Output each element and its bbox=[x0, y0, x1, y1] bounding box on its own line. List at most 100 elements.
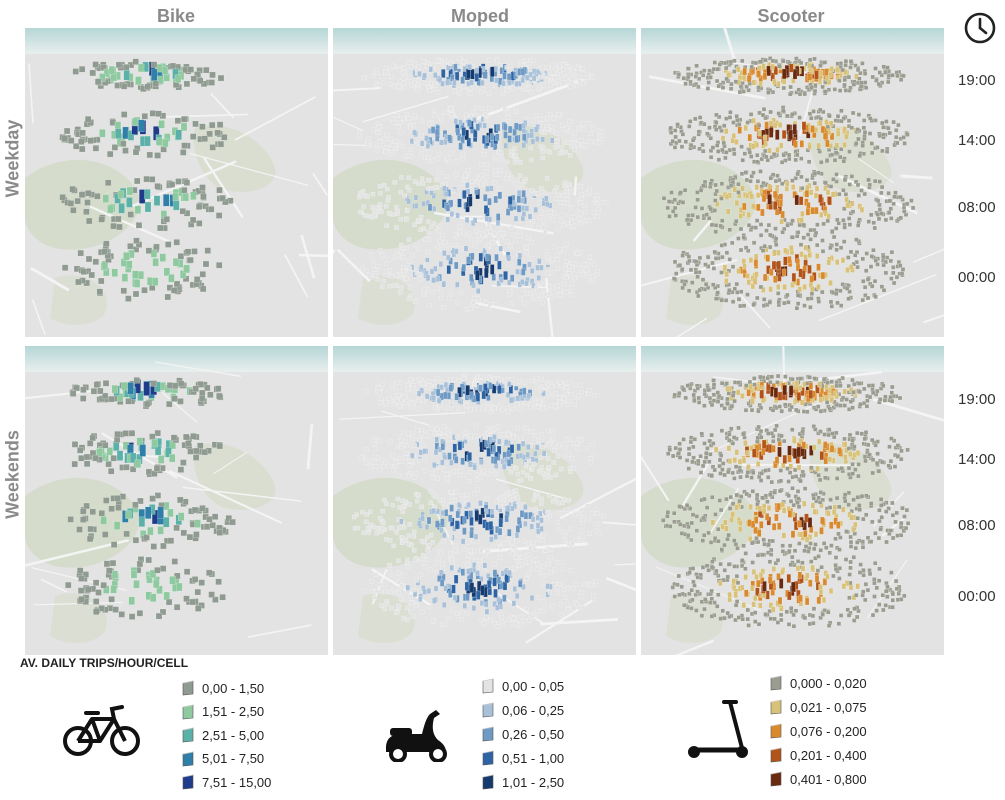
data-cell bbox=[529, 566, 534, 571]
data-cell bbox=[216, 186, 223, 194]
data-cell bbox=[597, 140, 602, 146]
data-cell bbox=[720, 254, 725, 260]
data-cell bbox=[424, 523, 430, 530]
data-cell bbox=[722, 406, 727, 411]
data-cell bbox=[441, 602, 447, 608]
data-cell bbox=[506, 569, 512, 576]
data-cell bbox=[170, 434, 178, 441]
data-cell bbox=[845, 267, 850, 274]
data-cell bbox=[556, 501, 561, 506]
data-cell bbox=[513, 555, 519, 560]
data-cell bbox=[435, 275, 441, 282]
data-cell bbox=[191, 576, 199, 583]
data-cell bbox=[400, 573, 406, 578]
data-cell bbox=[419, 504, 424, 510]
data-cell bbox=[453, 548, 458, 554]
data-cell bbox=[824, 118, 829, 125]
data-cell bbox=[135, 76, 142, 85]
data-cell bbox=[528, 71, 533, 78]
data-cell bbox=[568, 84, 573, 89]
data-cell bbox=[579, 389, 584, 395]
road bbox=[900, 174, 933, 180]
data-cell bbox=[372, 454, 377, 459]
data-cell bbox=[828, 299, 834, 305]
data-cell bbox=[531, 288, 536, 294]
data-cell bbox=[597, 530, 602, 536]
data-cell bbox=[209, 521, 216, 529]
data-cell bbox=[486, 400, 491, 405]
data-cell bbox=[711, 398, 717, 403]
data-cell bbox=[838, 146, 844, 152]
data-cell bbox=[92, 608, 100, 615]
data-cell bbox=[419, 264, 424, 271]
data-cell bbox=[790, 235, 795, 240]
data-cell bbox=[189, 216, 197, 224]
data-cell bbox=[192, 454, 200, 461]
data-cell bbox=[550, 285, 555, 290]
data-cell bbox=[215, 261, 223, 269]
data-cell bbox=[405, 605, 410, 610]
road bbox=[723, 28, 738, 66]
data-cell bbox=[869, 283, 875, 289]
data-cell bbox=[85, 189, 92, 197]
data-cell bbox=[354, 512, 359, 517]
data-cell bbox=[380, 508, 385, 514]
data-cell bbox=[799, 186, 805, 191]
data-cell bbox=[887, 130, 893, 136]
data-cell bbox=[92, 579, 100, 586]
data-cell bbox=[556, 83, 562, 88]
data-cell bbox=[524, 429, 529, 434]
sky-band bbox=[641, 28, 944, 54]
data-cell bbox=[171, 395, 178, 402]
data-cell bbox=[466, 479, 472, 484]
data-cell bbox=[150, 543, 158, 550]
data-cell bbox=[759, 389, 765, 399]
data-cell bbox=[470, 252, 475, 261]
data-cell bbox=[761, 107, 767, 112]
data-cell bbox=[881, 383, 886, 389]
data-cell bbox=[580, 121, 585, 127]
data-cell bbox=[504, 574, 510, 584]
data-cell bbox=[396, 558, 401, 563]
data-cell bbox=[367, 459, 372, 464]
data-cell bbox=[568, 469, 573, 474]
data-cell bbox=[391, 467, 396, 473]
data-cell bbox=[756, 85, 761, 90]
data-cell bbox=[78, 191, 86, 199]
data-cell bbox=[414, 578, 420, 583]
data-cell bbox=[410, 452, 415, 459]
data-cell bbox=[760, 208, 765, 217]
data-cell bbox=[435, 388, 441, 397]
data-cell bbox=[755, 152, 760, 158]
data-cell bbox=[454, 565, 459, 570]
data-cell bbox=[520, 440, 526, 447]
data-cell bbox=[435, 90, 441, 95]
data-cell bbox=[712, 60, 718, 65]
data-cell bbox=[669, 190, 674, 195]
data-cell bbox=[215, 392, 223, 400]
sky-band bbox=[641, 346, 944, 372]
data-cell bbox=[569, 292, 575, 298]
data-cell bbox=[544, 176, 550, 181]
data-cell bbox=[392, 139, 398, 144]
data-cell bbox=[587, 531, 592, 536]
data-cell bbox=[415, 427, 420, 433]
data-cell bbox=[591, 125, 596, 131]
data-cell bbox=[572, 215, 577, 220]
data-cell bbox=[457, 64, 463, 69]
data-cell bbox=[77, 249, 84, 257]
data-cell bbox=[392, 283, 397, 288]
data-cell bbox=[368, 464, 374, 470]
data-cell bbox=[146, 151, 154, 159]
data-cell bbox=[707, 395, 713, 401]
data-cell bbox=[381, 278, 386, 284]
data-cell bbox=[816, 284, 821, 290]
data-cell bbox=[840, 375, 845, 381]
data-cell bbox=[384, 501, 389, 507]
data-cell bbox=[570, 441, 576, 446]
data-cell bbox=[443, 240, 448, 245]
data-cell bbox=[462, 547, 467, 552]
data-cell bbox=[402, 85, 408, 90]
data-cell bbox=[748, 257, 754, 264]
data-cell bbox=[835, 300, 840, 306]
